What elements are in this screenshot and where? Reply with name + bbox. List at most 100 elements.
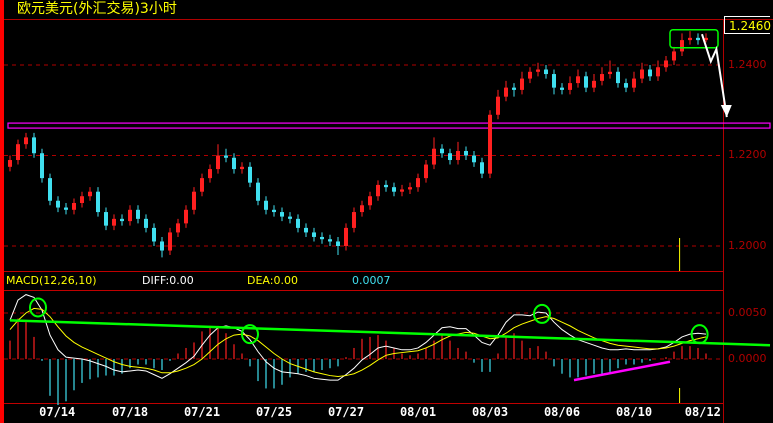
candle-down <box>96 191 100 213</box>
candle-up <box>592 80 596 88</box>
candle-up <box>568 83 572 90</box>
candle-up <box>360 205 364 213</box>
candle-up <box>24 137 28 145</box>
date-tick: 07/21 <box>183 405 221 419</box>
candle-down <box>160 241 164 251</box>
candle-down <box>440 148 444 154</box>
candle-down <box>48 178 52 201</box>
diff-line <box>9 294 707 381</box>
candle-up <box>368 196 372 206</box>
macd-diff-value: DIFF:0.00 <box>142 274 194 287</box>
candle-down <box>336 241 340 246</box>
candle-down <box>136 209 140 219</box>
candle-down <box>696 37 700 41</box>
candle-down <box>272 209 276 213</box>
candle-up <box>432 148 436 165</box>
macd-indicator-name[interactable]: MACD(12,26,10) <box>6 274 97 287</box>
candle-up <box>520 78 524 90</box>
candle-up <box>664 60 668 68</box>
candle-up <box>72 203 76 210</box>
candle-down <box>152 227 156 242</box>
macd-highlight-circle <box>241 324 259 345</box>
date-tick: 07/18 <box>111 405 149 419</box>
candle-up <box>496 96 500 115</box>
candle-up <box>632 78 636 88</box>
dea-line <box>9 307 707 377</box>
candle-down <box>64 207 68 210</box>
macd-tick: 0.0050 <box>728 306 767 319</box>
macd-tick: 0.0000 <box>728 352 767 365</box>
candle-down <box>544 69 548 75</box>
candle-up <box>408 187 412 190</box>
candle-down <box>616 71 620 84</box>
candle-up <box>200 178 204 192</box>
candle-up <box>8 160 12 167</box>
candle-down <box>648 69 652 77</box>
candle-up <box>216 155 220 170</box>
candle-up <box>16 144 20 161</box>
candle-down <box>296 218 300 228</box>
candle-down <box>280 212 284 217</box>
candle-up <box>352 212 356 228</box>
candle-up <box>168 232 172 251</box>
candle-down <box>512 87 516 90</box>
candle-up <box>672 51 676 61</box>
candle-up <box>344 227 348 246</box>
date-tick: 08/03 <box>471 405 509 419</box>
date-tick: 08/10 <box>615 405 653 419</box>
support-level-box <box>7 122 771 129</box>
left-border <box>0 0 4 423</box>
candle-down <box>40 153 44 179</box>
candle-down <box>104 212 108 226</box>
candle-down <box>464 150 468 156</box>
arrow-head-icon <box>720 105 732 118</box>
price-tick: 1.2200 <box>728 148 767 161</box>
candle-up <box>88 191 92 197</box>
candle-up <box>608 71 612 75</box>
candle-down <box>384 184 388 188</box>
candle-down <box>552 74 556 88</box>
candle-up <box>208 169 212 179</box>
candle-down <box>472 155 476 163</box>
candle-down <box>328 239 332 242</box>
date-tick: 08/06 <box>543 405 581 419</box>
date-tick: 07/25 <box>255 405 293 419</box>
macd-dea-value: DEA:0.00 <box>247 274 298 287</box>
candle-up <box>680 40 684 52</box>
candle-down <box>312 232 316 237</box>
candle-up <box>576 76 580 84</box>
candle-down <box>320 236 324 240</box>
macd-highlight-circle <box>533 303 551 324</box>
candle-up <box>640 69 644 79</box>
candle-up <box>240 166 244 170</box>
macd-highlight-circle <box>690 324 709 345</box>
candle-down <box>248 166 252 183</box>
candle-up <box>376 184 380 197</box>
highlight-box <box>669 28 719 49</box>
macd-trendline <box>9 319 771 347</box>
candle-down <box>264 200 268 210</box>
candle-down <box>392 187 396 192</box>
candle-up <box>688 37 692 41</box>
candle-down <box>584 76 588 88</box>
macd-value: 0.0007 <box>352 274 391 287</box>
date-tick: 07/27 <box>327 405 365 419</box>
candle-up <box>424 164 428 179</box>
candle-up <box>400 189 404 192</box>
candle-up <box>528 71 532 79</box>
candle-up <box>416 178 420 188</box>
price-tick: 1.2400 <box>728 58 767 71</box>
candle-up <box>176 223 180 233</box>
candle-down <box>256 182 260 201</box>
candle-up <box>704 37 708 41</box>
candle-up <box>184 209 188 224</box>
date-tick: 08/12 <box>684 405 721 419</box>
candle-up <box>112 218 116 226</box>
macd-highlight-circle <box>29 297 47 318</box>
candle-down <box>624 83 628 88</box>
candle-down <box>56 200 60 208</box>
candle-up <box>192 191 196 210</box>
forecast-arrow <box>701 33 728 118</box>
